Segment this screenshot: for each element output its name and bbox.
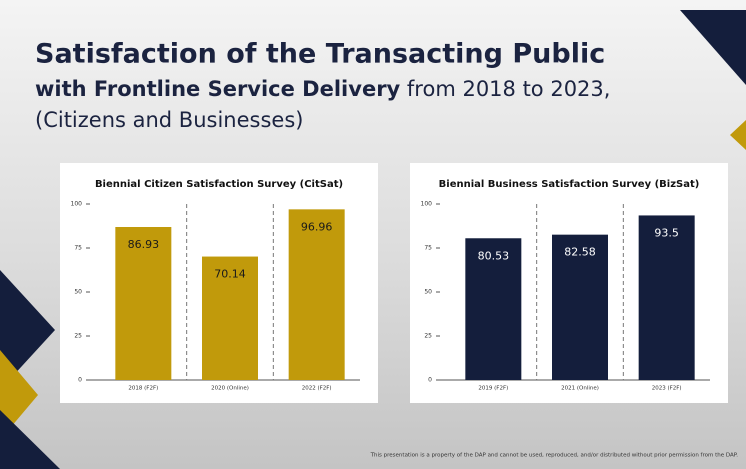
x-tick-label: 2018 (F2F) <box>128 386 158 392</box>
bar <box>465 238 522 380</box>
value-label: 93.5 <box>654 226 679 239</box>
value-label: 96.96 <box>301 220 333 233</box>
x-tick-label: 2020 (Online) <box>211 386 249 392</box>
slide-title: Satisfaction of the Transacting Public <box>35 39 605 70</box>
x-tick-label: 2021 (Online) <box>561 386 599 392</box>
x-tick-label: 2019 (F2F) <box>478 386 508 392</box>
bar <box>202 256 258 380</box>
y-tick-label: 100 <box>71 201 83 208</box>
corner-shape <box>0 350 38 440</box>
y-tick-label: 75 <box>424 245 432 252</box>
chart-title: Biennial Citizen Satisfaction Survey (Ci… <box>95 179 343 190</box>
corner-shape <box>0 410 60 469</box>
bar <box>638 215 695 380</box>
value-label: 80.53 <box>478 249 510 262</box>
y-tick-label: 0 <box>78 377 82 384</box>
value-label: 82.58 <box>564 246 596 259</box>
slide-subtitle: with Frontline Service Delivery from 201… <box>35 77 610 101</box>
bar <box>552 234 608 380</box>
corner-shape <box>0 270 55 390</box>
footer: This presentation is a property of the D… <box>370 453 739 459</box>
bar <box>115 227 172 380</box>
x-tick-label: 2023 (F2F) <box>652 386 682 392</box>
slide-subtitle: (Citizens and Businesses) <box>35 108 303 132</box>
subtitle-bold: with Frontline Service Delivery <box>35 77 401 101</box>
y-tick-label: 25 <box>74 333 82 340</box>
y-tick-label: 0 <box>428 377 432 384</box>
value-label: 70.14 <box>214 268 246 281</box>
corner-shape <box>680 10 746 85</box>
bar <box>288 209 345 380</box>
subtitle-rest: from 2018 to 2023, <box>400 77 610 101</box>
y-tick-label: 25 <box>424 333 432 340</box>
x-tick-label: 2022 (F2F) <box>302 386 332 392</box>
y-tick-label: 75 <box>74 245 82 252</box>
chart-title: Biennial Business Satisfaction Survey (B… <box>439 179 700 190</box>
corner-shape <box>730 120 746 150</box>
y-tick-label: 100 <box>421 201 433 208</box>
y-tick-label: 50 <box>74 289 82 296</box>
y-tick-label: 50 <box>424 289 432 296</box>
value-label: 86.93 <box>128 238 160 251</box>
